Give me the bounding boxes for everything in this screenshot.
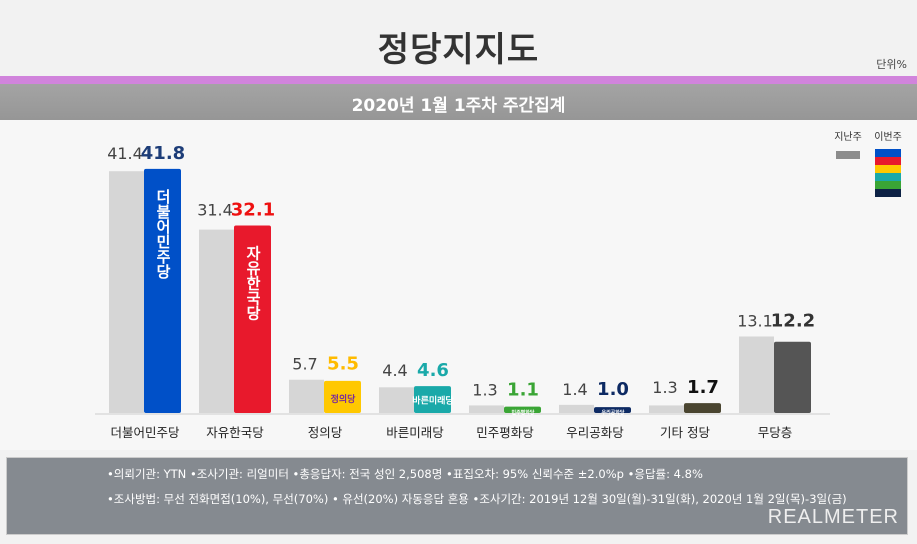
- party-logo-5: 우리공화당: [601, 409, 624, 416]
- label-prev-1: 31.4: [197, 201, 233, 220]
- bar-curr-5: [594, 407, 631, 413]
- subtitle: 2020년 1월 1주차 주간집계: [351, 96, 566, 116]
- legend-swatch-2: [875, 165, 901, 173]
- category-label-3: 바른미래당: [386, 425, 444, 440]
- page-title: 정당지지도: [377, 30, 540, 70]
- bar-curr-1: [234, 225, 271, 413]
- party-logo-3: 바른미래당: [412, 395, 454, 407]
- bar-prev-1: [199, 229, 234, 413]
- legend-prev-swatch: [836, 151, 860, 159]
- survey-info-line-2: •조사방법: 무선 전화면접(10%), 무선(70%) • 유선(20%) 자…: [107, 492, 847, 506]
- label-prev-4: 1.3: [472, 380, 497, 399]
- label-prev-5: 1.4: [562, 380, 587, 399]
- bar-prev-3: [379, 387, 414, 413]
- category-label-4: 민주평화당: [476, 425, 534, 440]
- bar-curr-7: [774, 341, 811, 413]
- legend-curr-label: 이번주: [874, 132, 902, 143]
- label-curr-1: 32.1: [231, 200, 275, 221]
- label-prev-6: 1.3: [652, 378, 677, 397]
- label-curr-3: 4.6: [417, 360, 449, 381]
- bar-prev-2: [289, 379, 324, 413]
- label-prev-0: 41.4: [107, 144, 143, 163]
- legend-swatch-5: [875, 189, 901, 197]
- category-label-5: 우리공화당: [566, 425, 624, 440]
- party-logo-1: 자유한국당: [244, 246, 262, 322]
- category-label-2: 정의당: [308, 425, 343, 440]
- category-label-0: 더불어민주당: [110, 425, 180, 440]
- bar-prev-5: [559, 404, 594, 413]
- bar-prev-7: [739, 336, 774, 413]
- brand-logo: REALMETER: [767, 506, 899, 528]
- label-curr-0: 41.8: [141, 143, 185, 164]
- bar-curr-3: [414, 386, 451, 413]
- party-logo-0: 더불어민주당: [154, 189, 172, 280]
- label-curr-4: 1.1: [507, 379, 539, 400]
- party-logo-4: 민주평화당: [511, 409, 534, 416]
- label-prev-7: 13.1: [737, 311, 773, 330]
- label-curr-6: 1.7: [687, 377, 719, 398]
- bar-prev-6: [649, 405, 684, 413]
- label-prev-2: 5.7: [292, 355, 317, 374]
- party-logo-2: 정의당: [331, 393, 357, 405]
- survey-info-line-1: •의뢰기관: YTN •조사기관: 리얼미터 •총응답자: 전국 성인 2,50…: [107, 467, 703, 481]
- bar-prev-4: [469, 405, 504, 413]
- label-prev-3: 4.4: [382, 361, 407, 380]
- bar-curr-6: [684, 403, 721, 413]
- survey-info-box: •의뢰기관: YTN •조사기관: 리얼미터 •총응답자: 전국 성인 2,50…: [6, 457, 908, 535]
- label-curr-7: 12.2: [771, 310, 815, 331]
- accent-bar: [0, 76, 917, 84]
- legend-swatch-3: [875, 173, 901, 181]
- unit-label: 단위%: [876, 58, 907, 71]
- subtitle-bar: [0, 84, 917, 120]
- legend-curr-swatch: [875, 149, 901, 197]
- legend-prev-label: 지난주: [834, 132, 862, 143]
- category-label-6: 기타 정당: [660, 425, 710, 440]
- label-curr-2: 5.5: [327, 354, 359, 375]
- category-label-7: 무당층: [758, 425, 793, 440]
- category-label-1: 자유한국당: [206, 425, 264, 440]
- bar-curr-0: [144, 168, 181, 413]
- legend-swatch-0: [875, 149, 901, 157]
- legend-swatch-4: [875, 181, 901, 189]
- bar-curr-2: [324, 380, 361, 413]
- bar-curr-4: [504, 406, 541, 413]
- legend-swatch-1: [875, 157, 901, 165]
- bar-prev-0: [109, 171, 144, 413]
- label-curr-5: 1.0: [597, 379, 629, 400]
